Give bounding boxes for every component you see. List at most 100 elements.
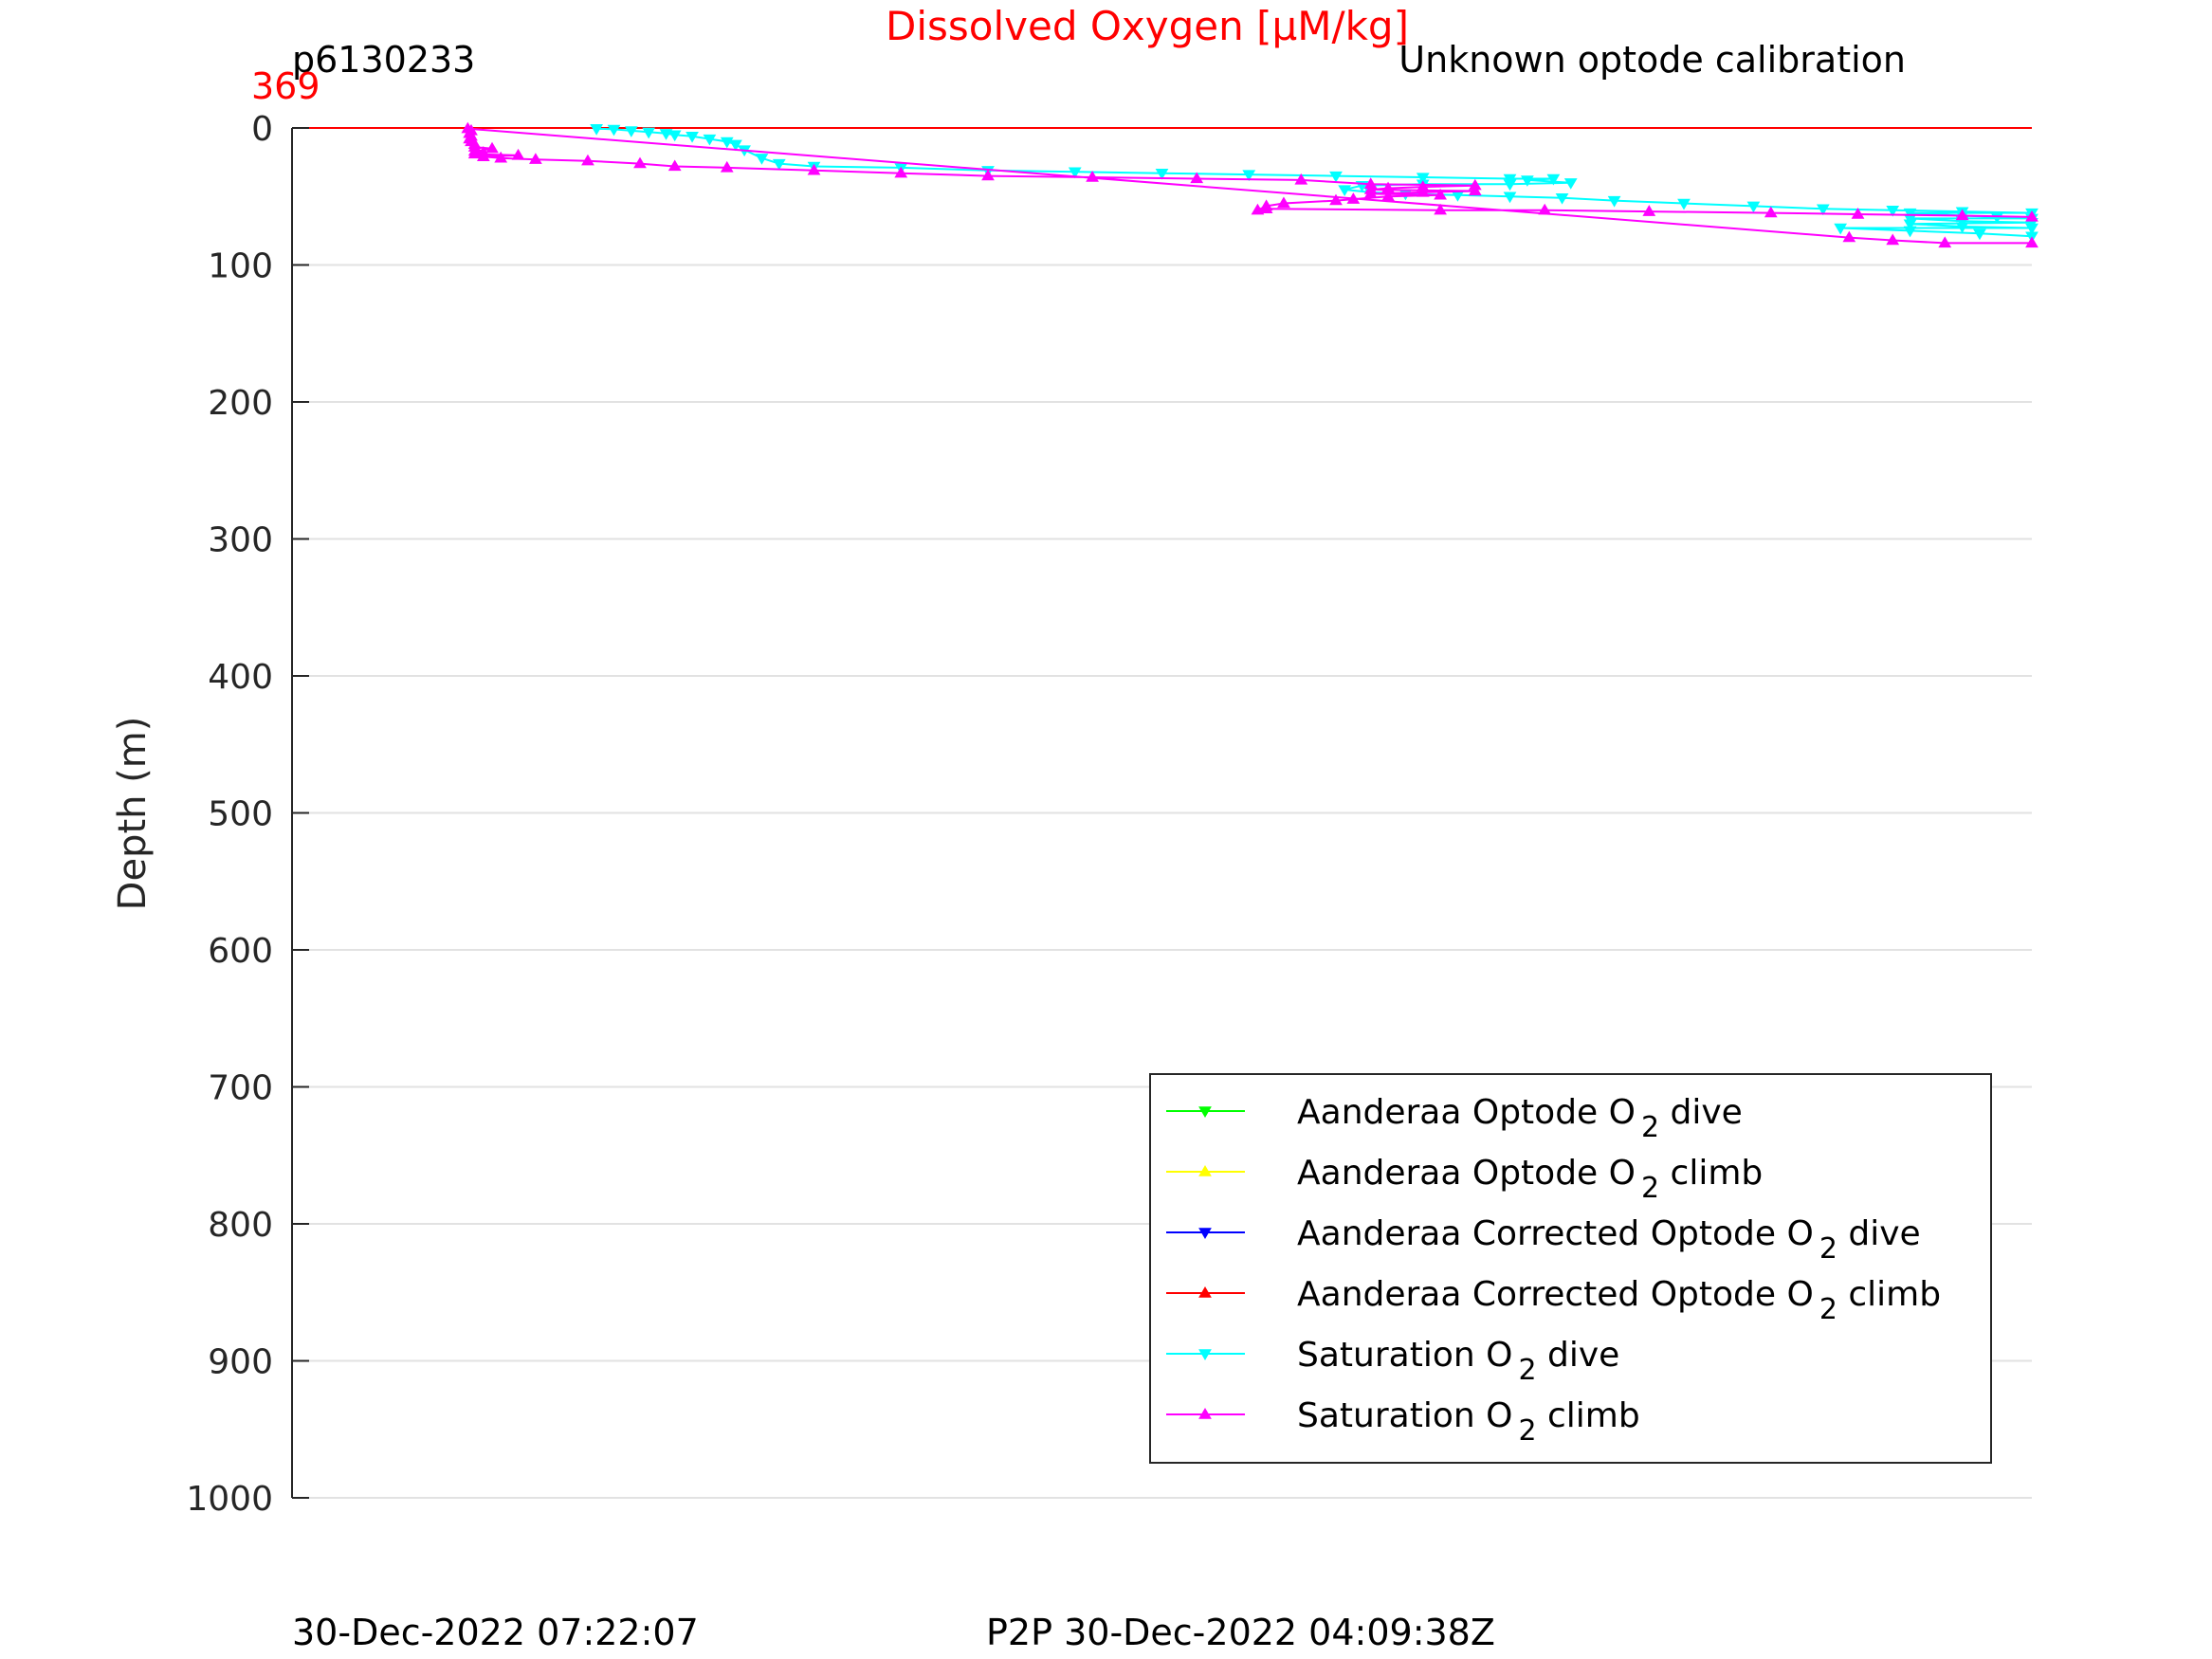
series-marker [1503,173,1517,186]
y-tick-label: 100 [208,247,273,286]
series-marker [2025,210,2038,222]
series-marker [1764,206,1778,218]
series-marker [1198,1408,1212,1419]
series-marker [1434,203,1447,215]
series-marker [1198,1165,1212,1176]
series-marker [667,159,682,172]
series-marker [729,139,742,152]
series-marker [461,121,475,134]
y-tick-label: 900 [208,1343,273,1382]
series-marker [1363,183,1378,194]
series-marker [1851,208,1865,219]
series-marker [590,124,603,136]
series-marker [1086,171,1099,182]
series-marker [511,148,525,160]
legend-box [1149,1073,1992,1464]
series-marker [1329,193,1343,206]
y-tick-label: 300 [208,521,273,560]
y-tick-label: 600 [208,932,273,971]
series-layer [292,121,2038,248]
series-marker [1198,1106,1212,1118]
series-marker [1607,195,1621,208]
series-marker [1886,206,1900,217]
series-marker [1416,173,1430,185]
series-marker [1329,171,1343,183]
series-marker [1677,198,1691,210]
y-tick-label: 500 [208,795,273,834]
x-top-value: 369 [251,65,320,107]
series-marker [1503,191,1517,204]
y-tick-label: 1000 [186,1480,273,1519]
series-marker [2025,236,2038,248]
series-marker [1903,208,1917,220]
y-tick-label: 200 [208,384,273,423]
series-marker [1955,209,1969,221]
series-marker [1886,233,1900,246]
series-marker [894,166,908,178]
series-marker [1938,236,1952,248]
series-marker [1277,196,1290,209]
series-marker [1746,201,1761,213]
series-marker [1468,178,1482,191]
series-line [466,127,2033,245]
series-marker [1381,181,1395,193]
series-marker [1546,173,1561,186]
series-marker [1416,185,1430,197]
series-marker [1155,168,1169,180]
series-marker [607,124,621,137]
series-marker [1416,180,1430,191]
series-marker [755,154,769,165]
series-marker [686,131,699,143]
series-marker [1198,1228,1212,1239]
series-marker [1198,1286,1212,1298]
series-marker [624,126,638,137]
series-marker [1434,188,1447,200]
series-marker [659,129,673,140]
series-ff00ff [461,121,2038,248]
series-marker [1816,204,1830,216]
footer-right: P2P 30-Dec-2022 04:09:38Z [986,1612,1495,1653]
series-marker [1955,222,1969,234]
series-marker [1468,184,1482,196]
series-marker [1198,1349,1212,1360]
series-marker [720,160,734,173]
top-left-label: p6130233 [292,39,475,81]
series-marker [1555,192,1569,205]
series-marker [494,151,508,163]
series-line [596,127,2033,238]
series-marker [1538,203,1552,215]
y-tick-label: 400 [208,658,273,697]
chart-title: Dissolved Oxygen [μM/kg] [886,3,1409,49]
series-marker [703,134,717,146]
series-marker [1259,199,1273,211]
series-marker [642,127,656,139]
footer-left: 30-Dec-2022 07:22:07 [292,1612,699,1653]
axes: 0 100 200 300 400 500 600 700 800 900 1000 [186,110,309,1519]
series-marker [485,141,499,154]
series-marker [1563,178,1578,190]
series-marker [1242,170,1256,182]
series-marker [1338,185,1352,197]
series-00ffff [590,124,2038,244]
series-marker [772,158,786,171]
series-marker [1068,167,1082,179]
series-marker [1363,177,1378,189]
y-tick-label: 800 [208,1206,273,1245]
series-marker [981,169,995,181]
series-marker [1903,226,1917,238]
series-marker [1251,203,1265,215]
series-marker [667,130,682,142]
